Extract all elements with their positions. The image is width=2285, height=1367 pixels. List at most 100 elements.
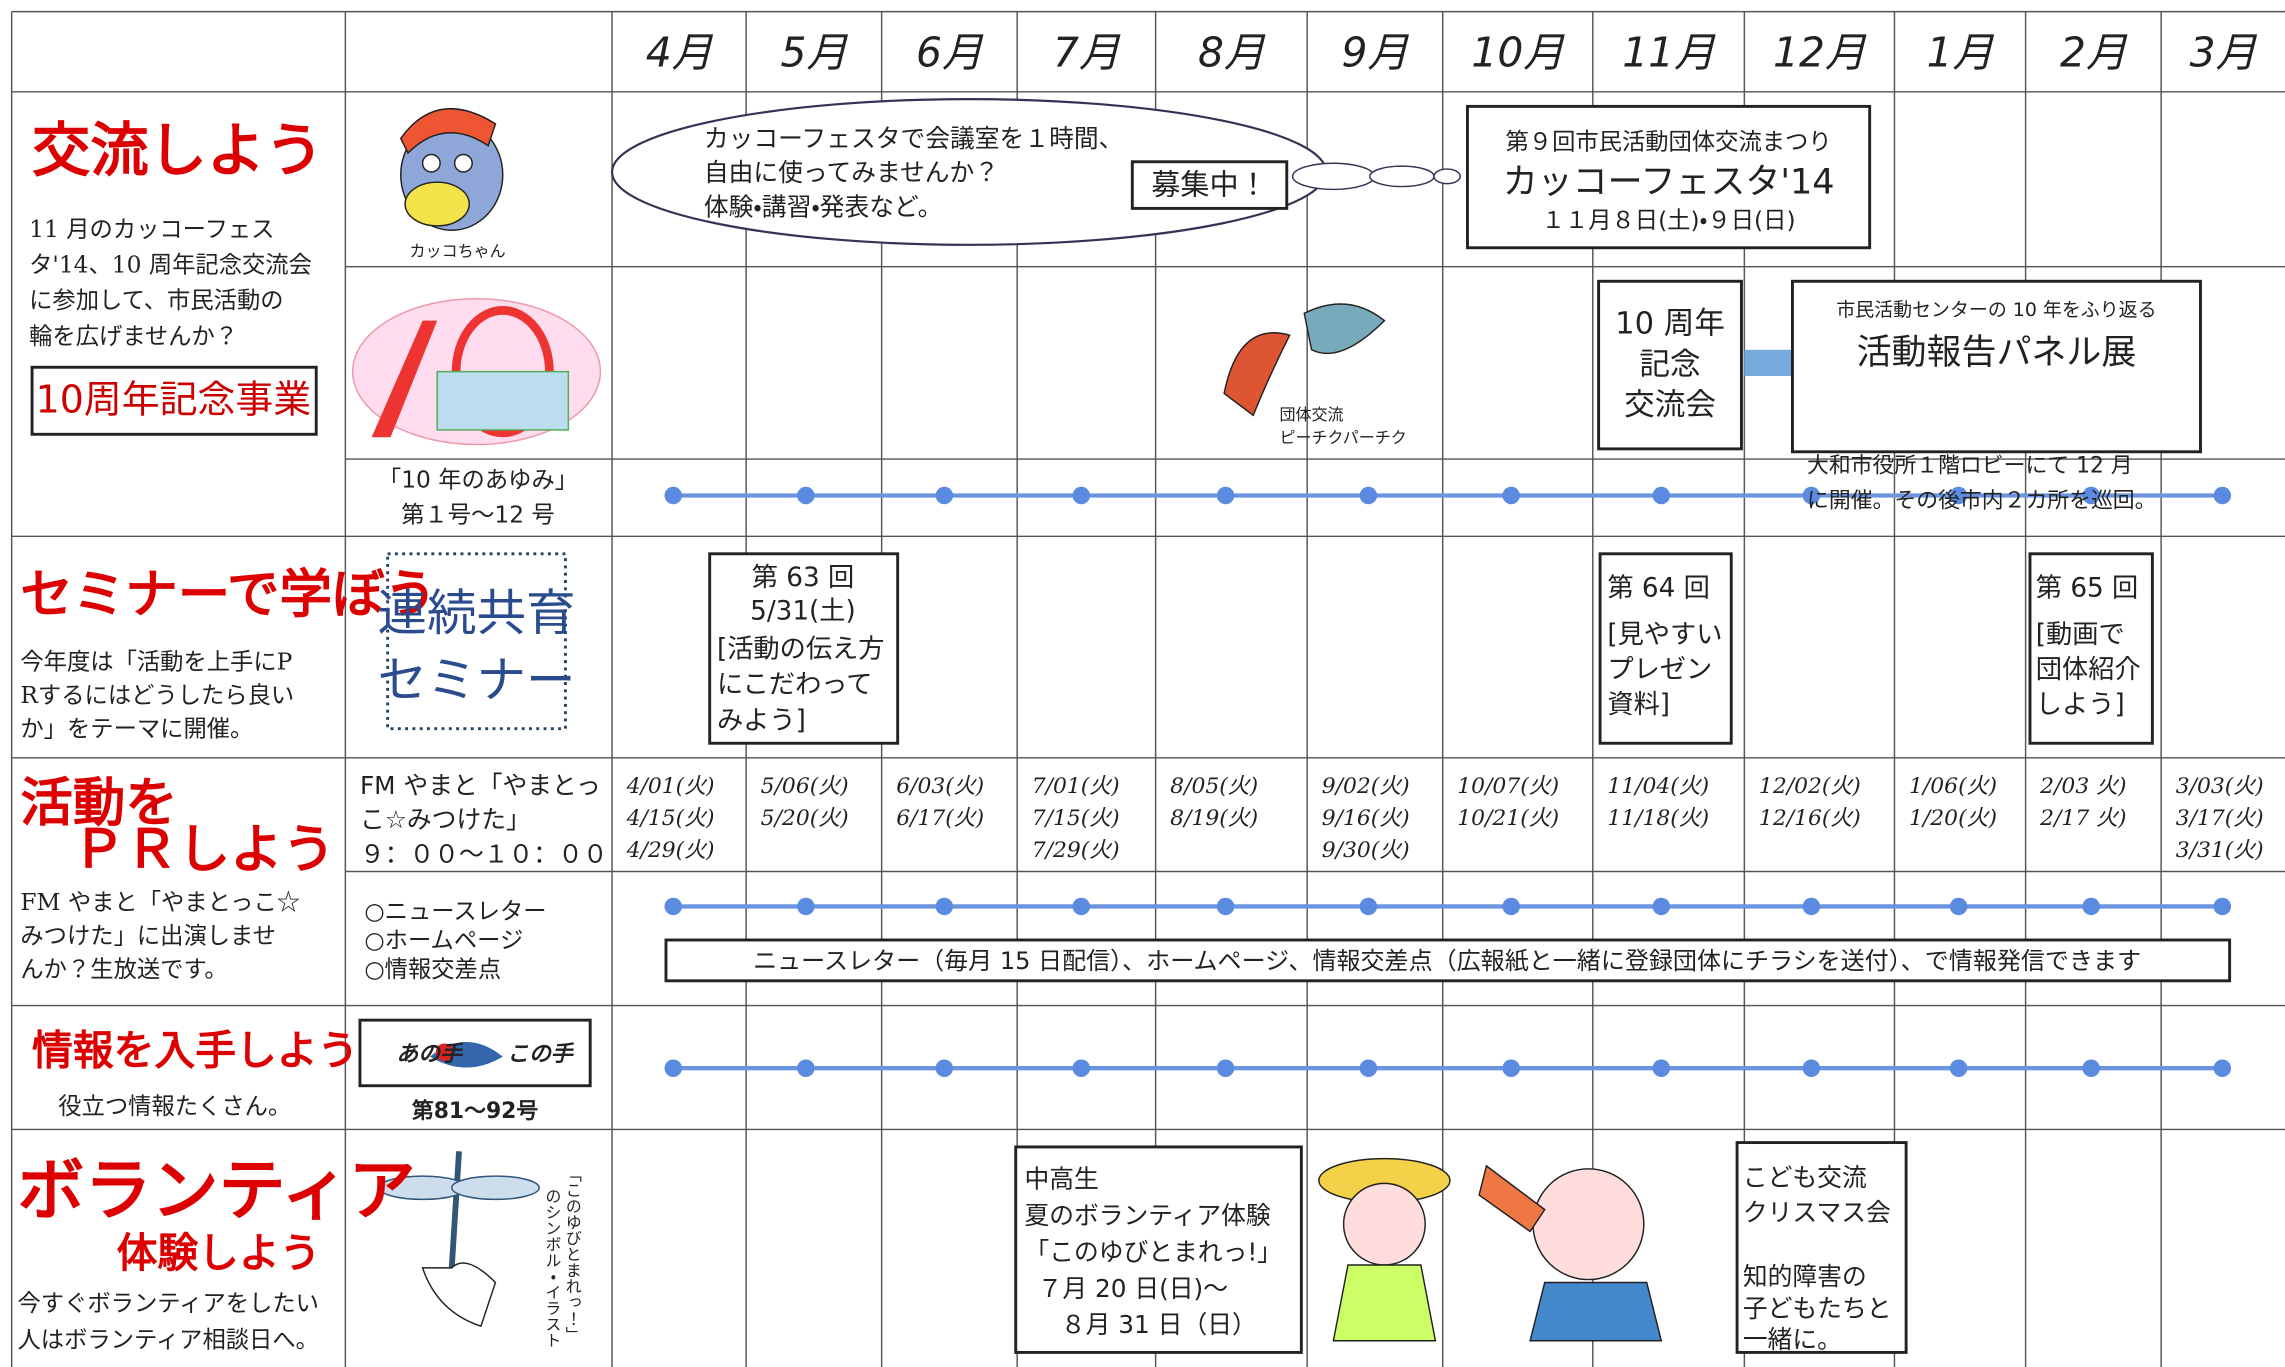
fm-date: 11/04(火) (1607, 774, 1709, 799)
description: 11 月のカッコーフェス (29, 216, 274, 243)
fm-date: 10/21(火) (1457, 806, 1559, 831)
timeline-dot (797, 897, 815, 916)
summer: 夏のボランティア体験 (1024, 1201, 1270, 1230)
section-title: ボランティア (17, 1152, 415, 1230)
caption: 「このゆびとまれっ！」 (563, 1166, 582, 1342)
month: 12月 (1773, 28, 1867, 76)
issues: 第81～92号 (412, 1098, 538, 1124)
fm-date: 7/01(火) (1032, 774, 1120, 799)
dragonfly-illustration (378, 1151, 540, 1328)
bubble-text: 自由に使ってみませんか？ (704, 158, 999, 187)
fm-date: 12/02(火) (1759, 774, 1861, 799)
month: 9月 (1342, 28, 1410, 76)
session: みよう] (717, 706, 806, 736)
ayumi: 「10 年のあゆみ」 (378, 466, 578, 493)
section-title: セミナーで学ぼう (20, 564, 436, 625)
caption: 団体交流 (1279, 405, 1343, 424)
seminar-frame (2028, 552, 2154, 745)
timeline-dot (1652, 486, 1671, 505)
panel: 市民活動センターの 10 年をふり返る (1836, 299, 2156, 321)
caption: カッコちゃん (410, 242, 506, 261)
festa-frame (1466, 104, 1872, 250)
session: 団体紹介 (2036, 655, 2141, 685)
info-logo: あの手 (396, 1042, 464, 1067)
fm-date: 1/20(火) (1909, 806, 1997, 831)
month: 2月 (2060, 28, 2128, 76)
timeline-dot (1502, 486, 1520, 505)
fm-date: 2/17 火) (2039, 806, 2126, 831)
info-logo: この手 (507, 1042, 575, 1067)
section-title: ＰＲしよう (73, 819, 335, 880)
timeline-dot (1072, 1059, 1091, 1077)
month: 6月 (916, 28, 984, 76)
fm-date: 9/02(火) (1322, 774, 1410, 799)
session: プレゼン (1607, 655, 1712, 685)
timeline-dot (2213, 897, 2232, 916)
session: 第 63 回 (752, 563, 854, 593)
summer: 中高生 (1024, 1164, 1098, 1193)
timeline-dot (1652, 1059, 1671, 1077)
description: か」をテーマに開催。 (20, 716, 253, 743)
timeline-dot (935, 1059, 954, 1077)
fm-date: 9/16(火) (1322, 806, 1410, 831)
timeline-dot (1949, 1059, 1968, 1077)
timeline-dot (935, 486, 954, 505)
timeline-dot (1502, 1059, 1520, 1077)
description: タ'14、10 周年記念交流会 (29, 251, 312, 278)
anniversary: 10 周年 (1615, 306, 1725, 341)
seminar-frame (1598, 552, 1733, 745)
fm-date: 7/15(火) (1032, 806, 1120, 831)
christmas: 一緒に。 (1743, 1325, 1842, 1354)
caption: ピーチクパーチク (1279, 428, 1406, 447)
timeline-dot (2082, 897, 2100, 916)
banner-frame (664, 938, 2232, 983)
fm-date: 3/03(火) (2176, 774, 2264, 799)
description: に参加して、市民活動の (29, 287, 283, 314)
session: しよう] (2036, 690, 2125, 720)
description: FM やまと「やまとっこ☆ (20, 889, 300, 916)
timeline-dot (1216, 1059, 1235, 1077)
description: んか？生放送です。 (20, 956, 227, 983)
timeline-dot (664, 897, 683, 916)
panel: 大和市役所１階ロビーにて 12 月 (1807, 453, 2133, 478)
timeline-dot (2213, 1059, 2232, 1077)
timeline-dot (1802, 1059, 1821, 1077)
timeline-dot (2082, 1059, 2100, 1077)
seminar-logo-frame (386, 552, 567, 731)
month: 4月 (646, 28, 714, 76)
description: 人はボランティア相談日へ。 (17, 1326, 318, 1353)
fm-label: ９：００～１０：００ (360, 839, 608, 868)
connector (1744, 349, 1793, 376)
month: 11月 (1622, 28, 1716, 76)
caption: のシンボル・イラスト (542, 1188, 561, 1348)
anniversary-frame (1597, 279, 1743, 451)
session: 第 64 回 (1607, 573, 1709, 603)
timeline-dot (935, 897, 954, 916)
banner: ニュースレター（毎月 15 日配信）、ホームページ、情報交差点（広報紙と一緒に登… (753, 947, 2141, 975)
session: [見やすい (1607, 620, 1722, 650)
fm-date: 5/20(火) (761, 806, 849, 831)
fm-date: 12/16(火) (1759, 806, 1861, 831)
christmas: 知的障害の (1743, 1262, 1867, 1291)
month: 5月 (781, 28, 849, 76)
timeline-dot (1802, 897, 1821, 916)
timeline-dot (797, 486, 815, 505)
recruiting: 募集中！ (1151, 168, 1267, 202)
timeline-dot (1802, 486, 1821, 505)
info-logo (358, 1018, 592, 1088)
session: [動画で (2036, 620, 2125, 650)
anniversary: 交流会 (1624, 388, 1716, 423)
fm-date: 11/18(火) (1607, 806, 1709, 831)
timeline-dot (1359, 1059, 1378, 1077)
timeline-dot (1072, 897, 1091, 916)
session: [活動の伝え方 (717, 634, 885, 664)
timeline-dot (1949, 486, 1968, 505)
children-illustration (1318, 1157, 1663, 1342)
section-title: 情報を入手しよう (32, 1027, 358, 1075)
fm-date: 5/06(火) (761, 774, 849, 799)
timeline-dot (1216, 897, 1235, 916)
fm-date: 6/17(火) (896, 806, 984, 831)
fm-label: FM やまと「やまとっ (360, 771, 601, 800)
